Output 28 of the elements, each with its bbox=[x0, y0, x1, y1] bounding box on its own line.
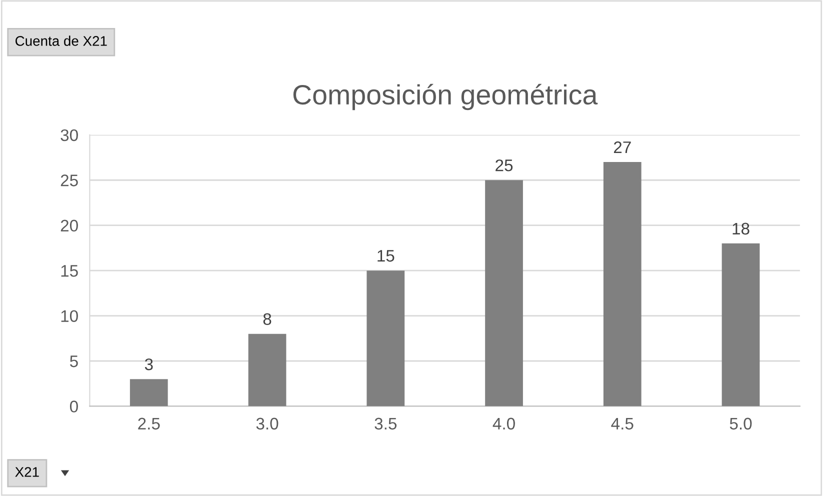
y-tick-label: 0 bbox=[70, 400, 78, 412]
y-tick-label: 15 bbox=[61, 265, 78, 277]
data-label: 8 bbox=[263, 313, 272, 326]
data-label: 18 bbox=[732, 222, 750, 235]
y-tick-label: 20 bbox=[60, 220, 78, 232]
data-label: 25 bbox=[496, 159, 513, 172]
x-tick-label: 3.5 bbox=[374, 418, 397, 430]
y-tick-label: 10 bbox=[61, 310, 78, 322]
chart-title: Composición geométrica bbox=[293, 84, 598, 110]
bar bbox=[722, 243, 760, 406]
data-label: 27 bbox=[614, 141, 631, 154]
bar bbox=[130, 379, 168, 406]
bar bbox=[248, 334, 286, 406]
text: Cuenta de X21 bbox=[16, 36, 107, 46]
y-tick-label: 5 bbox=[70, 356, 78, 368]
y-tick-label: 25 bbox=[60, 174, 78, 186]
x-tick-label: 5.0 bbox=[730, 418, 752, 430]
data-label: 3 bbox=[144, 358, 153, 370]
y-tick-label: 30 bbox=[60, 129, 78, 142]
x-tick-label: 2.5 bbox=[138, 418, 160, 430]
x-tick-label: 4.5 bbox=[611, 418, 634, 430]
bar bbox=[603, 162, 642, 406]
bar bbox=[485, 180, 523, 406]
bar bbox=[366, 270, 405, 406]
x-tick-label: 4.0 bbox=[492, 418, 515, 430]
x-tick-label: 3.0 bbox=[256, 418, 278, 430]
data-label: 15 bbox=[378, 250, 394, 262]
text: X21 bbox=[15, 467, 39, 477]
